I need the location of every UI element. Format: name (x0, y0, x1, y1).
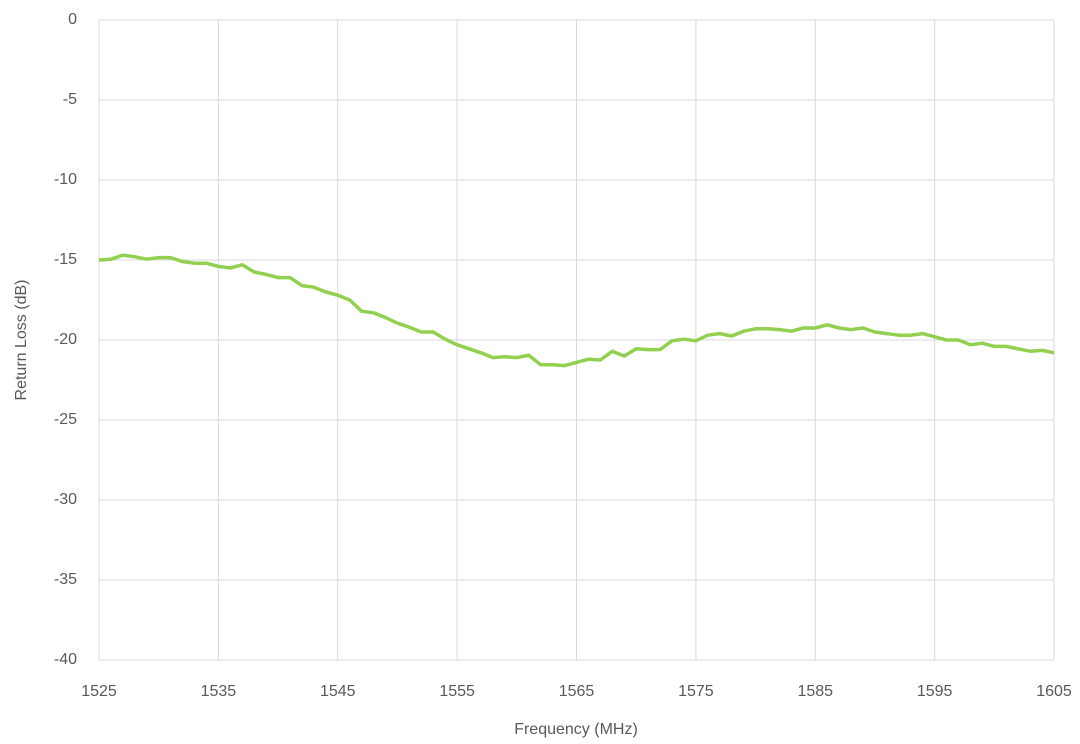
y-tick-label: -20 (54, 331, 77, 348)
x-axis-title: Frequency (MHz) (514, 721, 638, 738)
y-tick-label: 0 (68, 11, 77, 28)
x-tick-label: 1565 (559, 683, 595, 700)
y-tick-label: -30 (54, 491, 77, 508)
x-tick-label: 1605 (1036, 683, 1072, 700)
y-tick-label: -40 (54, 651, 77, 668)
y-axis-title: Return Loss (dB) (13, 280, 30, 401)
y-tick-label: -15 (54, 251, 77, 268)
x-tick-label: 1555 (439, 683, 475, 700)
x-tick-label: 1545 (320, 683, 356, 700)
x-tick-label: 1535 (201, 683, 237, 700)
y-tick-label: -25 (54, 411, 77, 428)
y-tick-label: -35 (54, 571, 77, 588)
data-line (98, 253, 1055, 368)
y-tick-label: -10 (54, 171, 77, 188)
x-tick-label: 1595 (917, 683, 953, 700)
x-tick-label: 1525 (81, 683, 117, 700)
x-tick-label: 1575 (678, 683, 714, 700)
y-tick-label: -5 (63, 91, 77, 108)
x-tick-label: 1585 (797, 683, 833, 700)
